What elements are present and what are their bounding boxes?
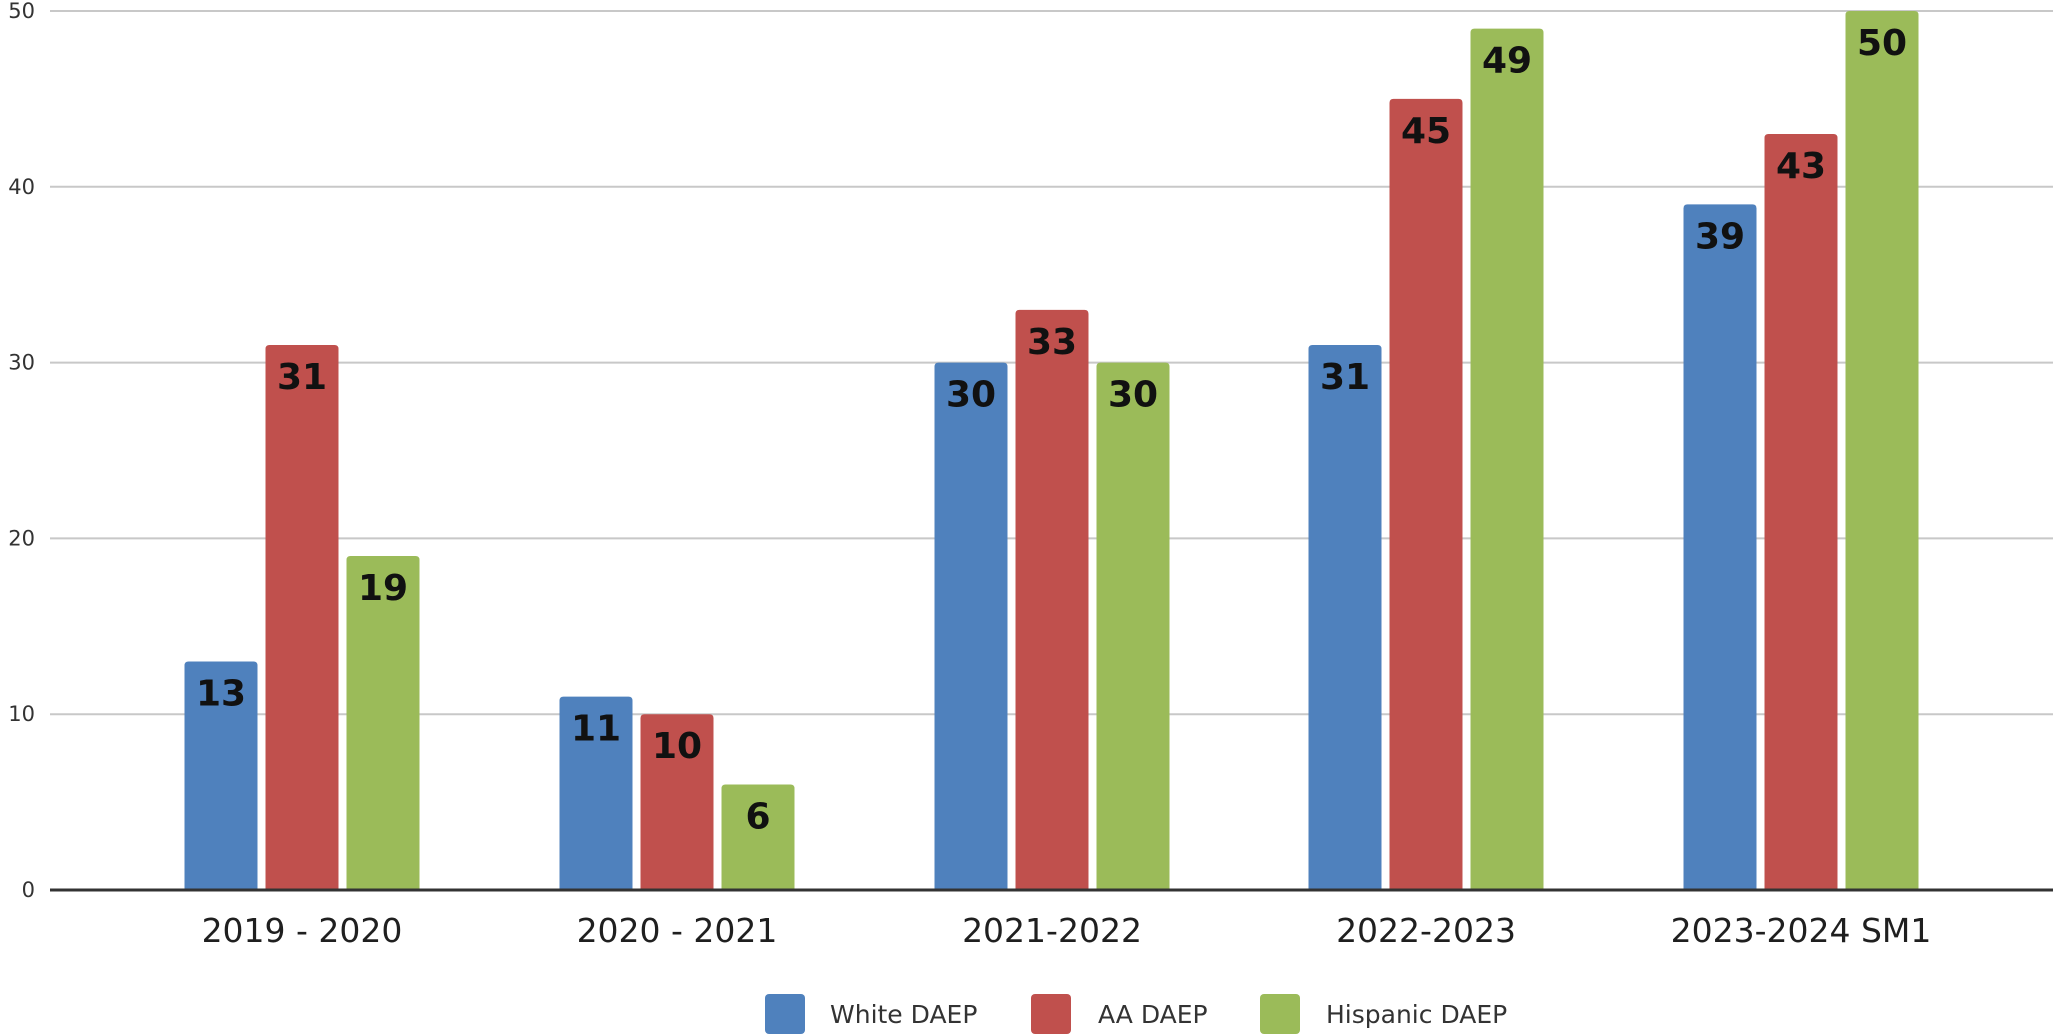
- legend-swatch: [1031, 994, 1071, 1034]
- data-label-hispanic-daep-2023-2024-sm1: 50: [1857, 23, 1907, 64]
- data-label-aa-daep-2020-2021: 10: [652, 726, 702, 767]
- y-tick-label: 0: [22, 878, 35, 902]
- bar-white-daep-2023-2024-sm1: [1683, 204, 1757, 890]
- data-label-white-daep-2019-2020: 13: [196, 673, 246, 714]
- legend-label: White DAEP: [830, 1000, 977, 1029]
- bar-aa-daep-2023-2024-sm1: [1764, 134, 1838, 890]
- bar-white-daep-2021-2022: [934, 362, 1008, 891]
- x-tick-label: 2019 - 2020: [202, 911, 403, 950]
- legend: White DAEP AA DAEP Hispanic DAEP: [765, 994, 1507, 1034]
- bar-white-daep-2020-2021: [559, 696, 633, 890]
- bar-aa-daep-2022-2023: [1389, 98, 1463, 890]
- data-label-aa-daep-2022-2023: 45: [1401, 111, 1451, 152]
- legend-item-aa-daep: AA DAEP: [1031, 994, 1208, 1034]
- bar-aa-daep-2019-2020: [265, 345, 339, 890]
- x-tick-label: 2023-2024 SM1: [1671, 911, 1932, 950]
- y-tick-label: 30: [8, 351, 35, 375]
- data-label-hispanic-daep-2020-2021: 6: [745, 797, 770, 838]
- data-label-aa-daep-2023-2024-sm1: 43: [1776, 146, 1826, 187]
- data-label-hispanic-daep-2019-2020: 19: [358, 568, 408, 609]
- bar-aa-daep-2021-2022: [1015, 309, 1089, 890]
- bar-white-daep-2022-2023: [1308, 345, 1382, 890]
- x-tick-label: 2022-2023: [1336, 911, 1516, 950]
- data-label-aa-daep-2019-2020: 31: [277, 357, 327, 398]
- legend-item-hispanic-daep: Hispanic DAEP: [1260, 994, 1507, 1034]
- bars: [184, 11, 1919, 891]
- axes: 0 10 20 30 40 50 2019 - 2020 2020 - 2021 2021-20…: [8, 0, 2053, 950]
- legend-label: Hispanic DAEP: [1326, 1000, 1507, 1029]
- data-label-white-daep-2022-2023: 31: [1320, 357, 1370, 398]
- bar-white-daep-2019-2020: [184, 661, 258, 890]
- bar-hispanic-daep-2021-2022: [1096, 362, 1170, 891]
- data-label-white-daep-2020-2021: 11: [571, 709, 621, 750]
- x-tick-label: 2020 - 2021: [577, 911, 778, 950]
- y-tick-label: 50: [8, 0, 35, 23]
- legend-swatch: [765, 994, 805, 1034]
- y-tick-label: 40: [8, 175, 35, 199]
- legend-label: AA DAEP: [1098, 1000, 1208, 1029]
- bar-hispanic-daep-2020-2021: [721, 784, 795, 890]
- legend-swatch: [1260, 994, 1300, 1034]
- data-label-white-daep-2021-2022: 30: [946, 375, 996, 416]
- x-tick-label: 2021-2022: [962, 911, 1142, 950]
- bar-hispanic-daep-2022-2023: [1470, 28, 1544, 890]
- y-tick-label: 20: [8, 526, 35, 550]
- legend-item-white-daep: White DAEP: [765, 994, 977, 1034]
- data-labels: 13 31 19 11 10 6 30 33 30 31 45 49 39 43 50: [196, 23, 1907, 838]
- bar-hispanic-daep-2023-2024-sm1: [1845, 11, 1919, 890]
- data-label-white-daep-2023-2024-sm1: 39: [1695, 216, 1745, 257]
- bar-aa-daep-2020-2021: [640, 714, 714, 890]
- data-label-aa-daep-2021-2022: 33: [1027, 322, 1077, 363]
- data-label-hispanic-daep-2021-2022: 30: [1108, 375, 1158, 416]
- bar-hispanic-daep-2019-2020: [346, 555, 420, 890]
- data-label-hispanic-daep-2022-2023: 49: [1482, 41, 1532, 82]
- y-tick-label: 10: [8, 702, 35, 726]
